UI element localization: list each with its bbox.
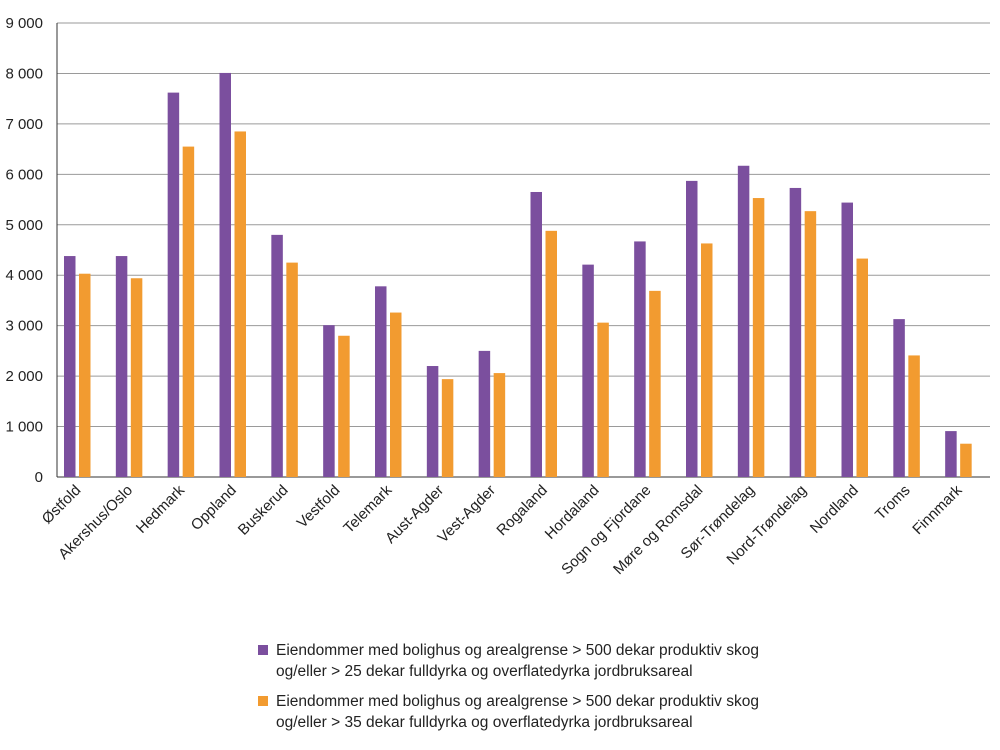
legend: Eiendommer med bolighus og arealgrense >… bbox=[258, 640, 858, 733]
legend-swatch-orange bbox=[258, 696, 268, 706]
legend-swatch-purple bbox=[258, 645, 268, 655]
legend-item-series-2: Eiendommer med bolighus og arealgrense >… bbox=[258, 691, 858, 733]
bar-purple bbox=[115, 256, 128, 477]
x-tick-label: Østfold bbox=[39, 482, 85, 528]
bar-orange bbox=[390, 312, 402, 477]
bar-purple bbox=[789, 187, 802, 477]
y-axis: 0 1 000 2 000 3 000 4 000 5 000 6 000 7 000 8 00… bbox=[5, 15, 990, 486]
y-tick-label: 3 000 bbox=[5, 318, 43, 335]
x-tick-label: Hedmark bbox=[133, 481, 188, 536]
bar-orange bbox=[338, 335, 350, 477]
bar-purple bbox=[375, 286, 387, 477]
bar-orange bbox=[130, 278, 143, 477]
bar-orange bbox=[908, 355, 920, 477]
x-tick-label: Finnmark bbox=[909, 481, 966, 538]
bar-orange bbox=[234, 131, 246, 477]
x-tick-label: Buskerud bbox=[235, 482, 292, 539]
y-tick-label: 5 000 bbox=[5, 217, 43, 234]
x-tick-label: Troms bbox=[872, 482, 914, 524]
bar-chart: 0 1 000 2 000 3 000 4 000 5 000 6 000 7 000 8 00… bbox=[5, 15, 990, 578]
bar-orange bbox=[545, 230, 557, 477]
legend-label-line-2: og/eller > 35 dekar fulldyrka og overfla… bbox=[276, 714, 693, 731]
bar-orange bbox=[286, 262, 298, 477]
legend-label-line-1: Eiendommer med bolighus og arealgrense >… bbox=[276, 642, 759, 659]
bar-purple bbox=[634, 241, 646, 477]
bar-orange bbox=[856, 258, 868, 477]
bar-orange bbox=[493, 373, 506, 477]
x-tick-label: Nordland bbox=[807, 482, 862, 537]
bar-purple bbox=[841, 202, 853, 478]
y-tick-label: 6 000 bbox=[5, 166, 43, 183]
bar-orange bbox=[804, 211, 817, 477]
x-tick-label: Sogn og Fjordane bbox=[558, 482, 654, 578]
bar-orange bbox=[182, 146, 195, 478]
bar-purple bbox=[271, 234, 283, 477]
bar-purple bbox=[893, 319, 905, 477]
y-tick-label: 9 000 bbox=[5, 15, 43, 32]
bar-orange bbox=[79, 273, 91, 477]
bar-orange bbox=[752, 198, 765, 477]
y-tick-label: 8 000 bbox=[5, 65, 43, 82]
bar-purple bbox=[582, 264, 594, 477]
x-tick-label: Møre og Romsdal bbox=[610, 482, 706, 578]
bar-purple bbox=[64, 256, 76, 477]
y-tick-label: 1 000 bbox=[5, 419, 43, 436]
bar-purple bbox=[686, 180, 698, 477]
bar-orange bbox=[701, 243, 713, 477]
bar-purple bbox=[737, 165, 750, 477]
bar-orange bbox=[441, 379, 454, 477]
bar-purple bbox=[426, 366, 439, 477]
bar-orange bbox=[649, 290, 661, 477]
y-tick-label: 7 000 bbox=[5, 116, 43, 133]
x-tick-label: Vestfold bbox=[294, 482, 344, 532]
bars bbox=[64, 72, 972, 478]
bar-purple bbox=[323, 325, 335, 477]
legend-item-series-1: Eiendommer med bolighus og arealgrense >… bbox=[258, 640, 858, 682]
y-tick-label: 4 000 bbox=[5, 267, 43, 284]
bar-purple bbox=[530, 191, 542, 477]
bar-orange bbox=[597, 322, 609, 477]
bar-purple bbox=[945, 431, 957, 477]
bar-purple bbox=[478, 350, 491, 477]
y-tick-label: 0 bbox=[35, 469, 43, 486]
bar-purple bbox=[167, 92, 180, 477]
bar-purple bbox=[219, 72, 231, 477]
bar-orange bbox=[960, 443, 972, 477]
x-tick-label: Oppland bbox=[188, 482, 240, 534]
y-tick-label: 2 000 bbox=[5, 368, 43, 385]
legend-label-line-2: og/eller > 25 dekar fulldyrka og overfla… bbox=[276, 663, 693, 680]
legend-label-line-1: Eiendommer med bolighus og arealgrense >… bbox=[276, 693, 759, 710]
gridlines bbox=[57, 22, 990, 428]
